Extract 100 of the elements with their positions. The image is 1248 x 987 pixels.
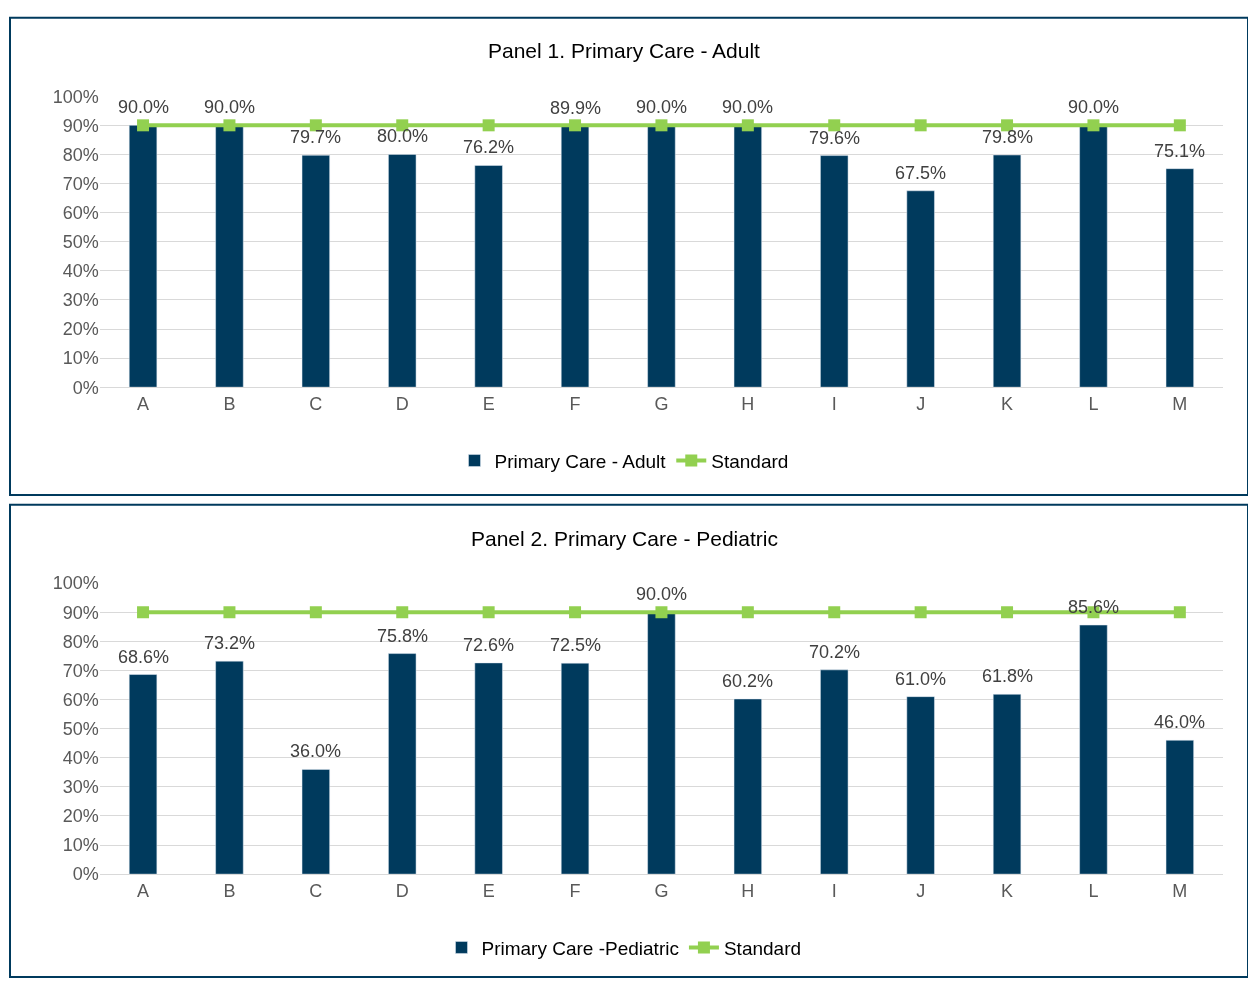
x-tick-label: J: [916, 393, 926, 414]
data-label: 70.2%: [809, 642, 861, 662]
data-label: 79.6%: [809, 128, 861, 148]
bar: [906, 696, 935, 875]
x-tick-label: M: [1172, 880, 1188, 901]
y-tick-label: 60%: [62, 202, 99, 223]
bar: [820, 669, 849, 875]
data-label: 75.8%: [377, 626, 429, 646]
y-tick-label: 20%: [62, 806, 99, 827]
y-tick-label: 30%: [62, 777, 99, 798]
y-tick-label: 90%: [62, 115, 99, 136]
data-label: 80.0%: [377, 126, 429, 146]
data-label: 90.0%: [722, 97, 774, 117]
bar: [301, 769, 330, 875]
y-tick-label: 80%: [62, 144, 99, 165]
x-tick-label: K: [1001, 393, 1014, 414]
x-tick-label: G: [654, 880, 669, 901]
x-tick-label: L: [1088, 393, 1099, 414]
data-label: 67.5%: [895, 163, 947, 183]
data-label: 75.1%: [1154, 141, 1206, 161]
y-tick-label: 30%: [62, 290, 99, 311]
y-tick-label: 0%: [72, 864, 99, 885]
data-label: 46.0%: [1154, 712, 1206, 732]
data-label: 61.0%: [895, 669, 947, 689]
bar: [560, 662, 590, 875]
legend-label: Primary Care - Adult: [494, 450, 667, 472]
legend-label: Primary Care -Pediatric: [481, 937, 679, 959]
data-label: 90.0%: [636, 97, 688, 117]
legend-label: Standard: [723, 937, 802, 959]
bar: [1165, 740, 1194, 875]
data-label: 68.6%: [118, 647, 170, 667]
bar: [647, 612, 676, 875]
data-label: 76.2%: [463, 137, 515, 157]
bar: [560, 125, 590, 388]
data-label: 90.0%: [204, 97, 256, 117]
data-label: 60.2%: [722, 671, 774, 691]
bar: [388, 653, 417, 875]
x-tick-label: J: [916, 880, 926, 901]
bar: [992, 154, 1022, 388]
x-tick-label: D: [395, 393, 409, 414]
y-tick-label: 50%: [62, 718, 99, 739]
bar: [906, 190, 935, 388]
bar: [128, 674, 158, 875]
bar: [1079, 125, 1108, 388]
legend-label: Standard: [711, 450, 789, 472]
bar: [647, 125, 676, 388]
bar: [733, 698, 762, 875]
x-tick-label: A: [137, 880, 150, 901]
y-tick-label: 60%: [62, 689, 99, 710]
data-label: 61.8%: [982, 666, 1034, 686]
bar: [1165, 168, 1194, 388]
data-label: 79.8%: [982, 127, 1034, 147]
bar: [474, 165, 503, 388]
x-tick-label: F: [569, 880, 581, 901]
y-tick-label: 70%: [62, 173, 99, 194]
x-tick-label: B: [223, 393, 236, 414]
data-label: 79.7%: [290, 127, 342, 147]
x-tick-label: C: [309, 393, 323, 414]
bar: [820, 155, 849, 388]
y-tick-label: 20%: [62, 319, 99, 340]
data-label: 72.6%: [463, 635, 515, 655]
x-tick-label: D: [395, 880, 409, 901]
y-tick-label: 40%: [62, 261, 99, 282]
data-label: 73.2%: [204, 633, 256, 653]
x-tick-label: G: [654, 393, 669, 414]
y-tick-label: 10%: [62, 835, 99, 856]
y-tick-label: 80%: [62, 631, 99, 652]
x-tick-label: F: [569, 393, 581, 414]
bar: [215, 125, 244, 388]
y-tick-label: 40%: [62, 748, 99, 769]
bar: [474, 662, 503, 875]
x-tick-label: C: [309, 880, 323, 901]
y-tick-label: 90%: [62, 602, 99, 623]
x-tick-label: E: [482, 880, 495, 901]
data-label: 89.9%: [550, 98, 602, 118]
x-tick-label: H: [741, 393, 755, 414]
x-tick-label: L: [1088, 880, 1099, 901]
x-tick-label: E: [482, 393, 495, 414]
data-label: 90.0%: [1068, 97, 1120, 117]
y-tick-label: 50%: [62, 232, 99, 253]
bar: [388, 154, 417, 388]
bar: [215, 660, 244, 875]
y-tick-label: 100%: [52, 86, 99, 107]
y-tick-label: 100%: [52, 573, 99, 594]
bar: [128, 125, 158, 388]
data-label: 90.0%: [118, 97, 170, 117]
bar: [1079, 624, 1108, 875]
bar: [301, 155, 330, 388]
data-label: 36.0%: [290, 741, 342, 761]
chart-title: Panel 1. Primary Care - Adult: [488, 39, 761, 62]
x-tick-label: H: [741, 880, 755, 901]
chart-title: Panel 2. Primary Care - Pediatric: [471, 527, 778, 550]
x-tick-label: B: [223, 880, 236, 901]
x-tick-label: I: [831, 880, 837, 901]
x-tick-label: A: [137, 393, 150, 414]
y-tick-label: 70%: [62, 660, 99, 681]
x-tick-label: M: [1172, 393, 1188, 414]
x-tick-label: K: [1001, 880, 1014, 901]
y-tick-label: 10%: [62, 348, 99, 369]
data-label: 72.5%: [550, 635, 602, 655]
